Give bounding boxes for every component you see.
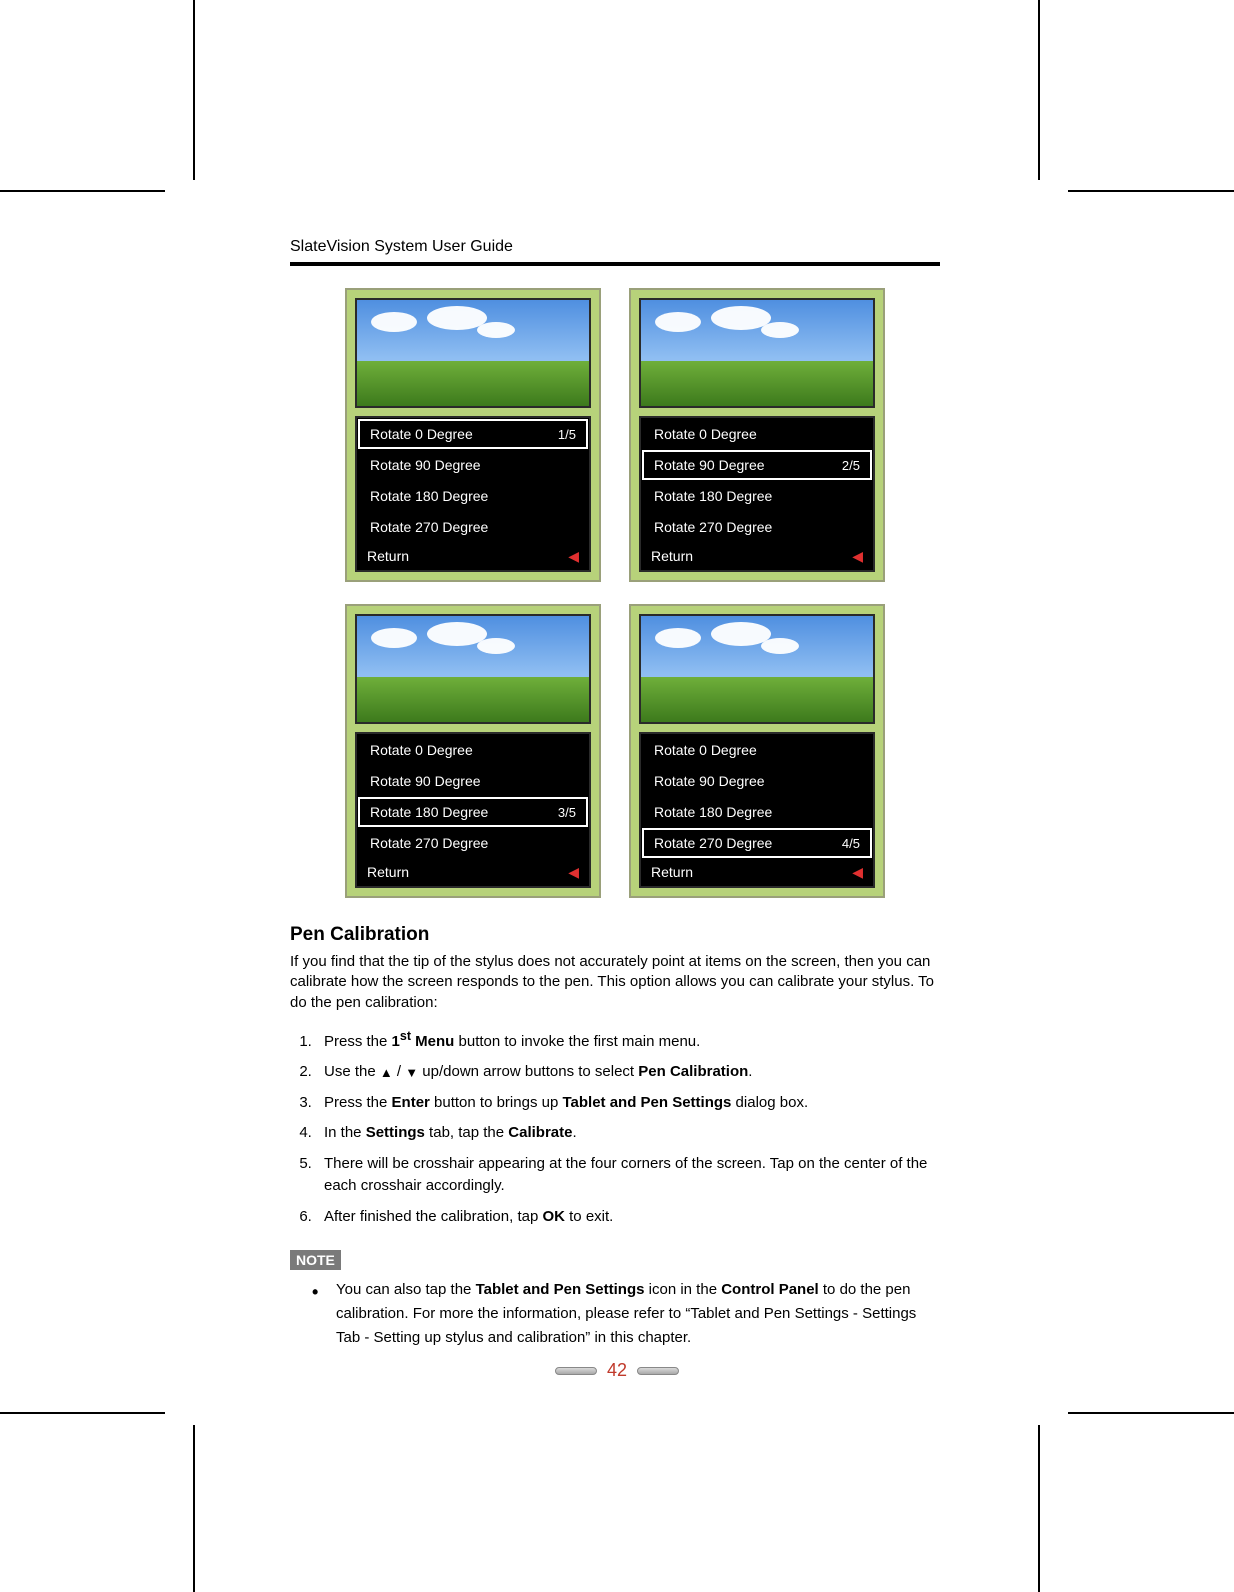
return-label: Return [651, 548, 693, 565]
triangle-left-icon: ◀ [852, 548, 863, 565]
rotation-menu-item[interactable]: Rotate 90 Degree [358, 450, 588, 480]
menu-item-label: Rotate 90 Degree [654, 457, 765, 473]
rotation-menu-item[interactable]: Rotate 180 Degree [642, 797, 872, 827]
menu-return-row[interactable]: Return ◀ [641, 543, 873, 570]
rotation-menu-item[interactable]: Rotate 0 Degree 1/5 [358, 419, 588, 449]
crop-mark [1038, 1425, 1040, 1592]
step-5: There will be crosshair appearing at the… [316, 1149, 940, 1202]
menu-position-indicator: 1/5 [558, 427, 576, 442]
page-footer: 42 [555, 1360, 679, 1381]
menu-return-row[interactable]: Return ◀ [641, 859, 873, 886]
rotation-panels-grid: Rotate 0 Degree1/5Rotate 90 DegreeRotate… [345, 288, 885, 898]
triangle-up-icon: ▲ [380, 1063, 393, 1083]
triangle-left-icon: ◀ [568, 548, 579, 565]
header-rule [290, 262, 940, 266]
crop-mark [1038, 0, 1040, 180]
section-intro: If you find that the tip of the stylus d… [290, 952, 940, 1013]
rotation-menu-item[interactable]: Rotate 90 Degree [642, 766, 872, 796]
return-label: Return [367, 864, 409, 881]
menu-item-label: Rotate 180 Degree [654, 488, 772, 504]
rotation-panel: Rotate 0 Degree Rotate 90 Degree Rotate 18… [345, 604, 601, 898]
rotation-menu-item[interactable]: Rotate 270 Degree [642, 512, 872, 542]
wallpaper-thumbnail [355, 614, 591, 724]
step-3: Press the Enter button to brings up Tabl… [316, 1088, 940, 1119]
rotation-menu: Rotate 0 Degree Rotate 90 Degree Rotate 18… [355, 732, 591, 888]
page-content: SlateVision System User Guide Rotate 0 D… [290, 238, 940, 1352]
menu-item-label: Rotate 270 Degree [654, 835, 772, 851]
menu-return-row[interactable]: Return ◀ [357, 543, 589, 570]
wallpaper-thumbnail [355, 298, 591, 408]
calibration-steps: Press the 1st Menu button to invoke the … [316, 1023, 940, 1233]
triangle-left-icon: ◀ [852, 864, 863, 881]
menu-item-label: Rotate 270 Degree [654, 519, 772, 535]
menu-item-label: Rotate 90 Degree [370, 457, 481, 473]
rotation-menu: Rotate 0 DegreeRotate 90 Degree2/5Rotate… [639, 416, 875, 572]
menu-return-row[interactable]: Return ◀ [357, 859, 589, 886]
menu-position-indicator: 3/5 [558, 805, 576, 820]
rotation-menu-item[interactable]: Rotate 180 Degree [642, 481, 872, 511]
note-label: NOTE [290, 1250, 341, 1270]
rotation-menu-item[interactable]: Rotate 180 Degree [358, 481, 588, 511]
rotation-menu-item[interactable]: Rotate 0 Degree [358, 735, 588, 765]
menu-item-label: Rotate 180 Degree [654, 804, 772, 820]
crop-mark [193, 0, 195, 180]
crop-mark [0, 190, 165, 192]
rotation-menu-item[interactable]: Rotate 180 Degree 3/5 [358, 797, 588, 827]
triangle-down-icon: ▼ [405, 1063, 418, 1083]
menu-position-indicator: 2/5 [842, 458, 860, 473]
step-1: Press the 1st Menu button to invoke the … [316, 1023, 940, 1058]
section-title: Pen Calibration [290, 924, 940, 946]
menu-item-label: Rotate 0 Degree [654, 426, 757, 442]
crop-mark [1068, 1412, 1234, 1414]
rotation-menu-item[interactable]: Rotate 270 Degree 4/5 [642, 828, 872, 858]
triangle-left-icon: ◀ [568, 864, 579, 881]
crop-mark [193, 1425, 195, 1592]
rotation-menu: Rotate 0 Degree Rotate 90 Degree Rotate 18… [639, 732, 875, 888]
step-4: In the Settings tab, tap the Calibrate. [316, 1118, 940, 1149]
menu-item-label: Rotate 180 Degree [370, 488, 488, 504]
rotation-menu-item[interactable]: Rotate 90 Degree 2/5 [642, 450, 872, 480]
menu-item-label: Rotate 0 Degree [654, 742, 757, 758]
page-number: 42 [607, 1360, 627, 1381]
menu-position-indicator: 4/5 [842, 836, 860, 851]
doc-header-title: SlateVision System User Guide [290, 238, 940, 256]
note-item: You can also tap the Tablet and Pen Sett… [312, 1276, 940, 1352]
rotation-panel: Rotate 0 DegreeRotate 90 Degree2/5Rotate… [629, 288, 885, 582]
menu-item-label: Rotate 90 Degree [370, 773, 481, 789]
wallpaper-thumbnail [639, 298, 875, 408]
rotation-menu-item[interactable]: Rotate 90 Degree [358, 766, 588, 796]
menu-item-label: Rotate 90 Degree [654, 773, 765, 789]
return-label: Return [367, 548, 409, 565]
menu-item-label: Rotate 180 Degree [370, 804, 488, 820]
rotation-menu-item[interactable]: Rotate 270 Degree [358, 512, 588, 542]
crop-mark [1068, 190, 1234, 192]
rotation-menu-item[interactable]: Rotate 0 Degree [642, 419, 872, 449]
wallpaper-thumbnail [639, 614, 875, 724]
footer-ornament-left [555, 1367, 597, 1375]
crop-mark [0, 1412, 165, 1414]
menu-item-label: Rotate 0 Degree [370, 426, 473, 442]
step-2: Use the ▲ / ▼ up/down arrow buttons to s… [316, 1057, 940, 1088]
menu-item-label: Rotate 270 Degree [370, 519, 488, 535]
rotation-panel: Rotate 0 Degree 1/5 Rotate 90 Degree Rotate… [345, 288, 601, 582]
menu-item-label: Rotate 270 Degree [370, 835, 488, 851]
step-6: After finished the calibration, tap OK t… [316, 1202, 940, 1233]
rotation-menu: Rotate 0 Degree 1/5 Rotate 90 Degree Rotate… [355, 416, 591, 572]
rotation-menu-item[interactable]: Rotate 270 Degree [358, 828, 588, 858]
rotation-menu-item[interactable]: Rotate 0 Degree [642, 735, 872, 765]
rotation-panel: Rotate 0 Degree Rotate 90 Degree Rotate 18… [629, 604, 885, 898]
footer-ornament-right [637, 1367, 679, 1375]
menu-item-label: Rotate 0 Degree [370, 742, 473, 758]
return-label: Return [651, 864, 693, 881]
note-list: You can also tap the Tablet and Pen Sett… [312, 1276, 940, 1352]
